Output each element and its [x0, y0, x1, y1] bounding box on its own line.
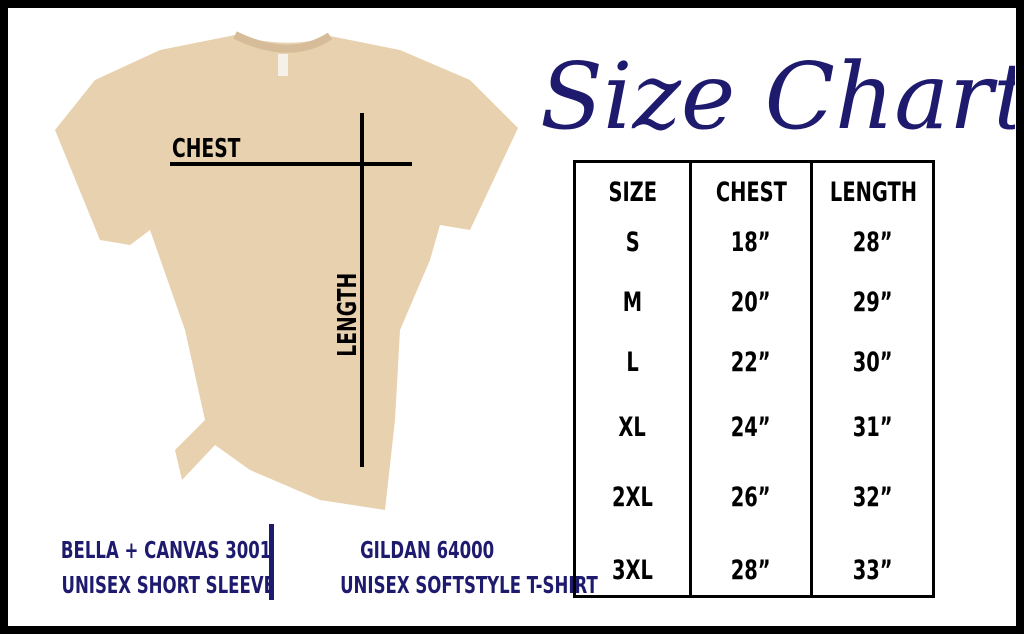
table-cell: XL — [618, 412, 647, 443]
table-cell: M — [622, 287, 643, 318]
page-title: Size Chart — [540, 43, 1015, 150]
tshirt-body — [55, 35, 518, 510]
header-chest: CHEST — [715, 177, 787, 208]
length-column: LENGTH 28” 29” 30” 31” 32” 33” — [813, 163, 932, 595]
table-cell: 28” — [731, 555, 771, 586]
table-cell: 20” — [731, 287, 771, 318]
header-length: LENGTH — [829, 177, 918, 208]
table-cell: 26” — [731, 482, 771, 513]
size-table: SIZE S M L XL 2XL 3XL CHEST 18” 20” 22” … — [573, 160, 935, 598]
svg-text:Size Chart: Size Chart — [540, 43, 1015, 150]
caption-bella-canvas: BELLA + CANVAS 3001 UNISEX SHORT SLEEVE — [60, 538, 275, 599]
table-cell: 3XL — [612, 555, 653, 586]
chest-label: CHEST — [172, 134, 241, 164]
table-cell: 18” — [731, 227, 771, 258]
caption-gildan: GILDAN 64000 UNISEX SOFTSTYLE T-SHIRT — [340, 538, 598, 599]
table-cell: 30” — [852, 347, 893, 378]
table-cell: S — [625, 227, 640, 258]
table-cell: 31” — [852, 412, 893, 443]
header-size: SIZE — [608, 177, 657, 208]
table-cell: 24” — [731, 412, 771, 443]
table-cell: 33” — [852, 555, 893, 586]
length-label: LENGTH — [333, 272, 363, 357]
size-column: SIZE S M L XL 2XL 3XL — [576, 163, 689, 595]
table-cell: 29” — [852, 287, 893, 318]
table-cell: 2XL — [612, 482, 653, 513]
table-cell: L — [626, 347, 639, 378]
tag — [278, 54, 288, 76]
chest-column: CHEST 18” 20” 22” 24” 26” 28” — [692, 163, 810, 595]
table-cell: 28” — [852, 227, 893, 258]
caption-divider — [269, 524, 274, 600]
table-cell: 32” — [852, 482, 893, 513]
table-cell: 22” — [731, 347, 771, 378]
